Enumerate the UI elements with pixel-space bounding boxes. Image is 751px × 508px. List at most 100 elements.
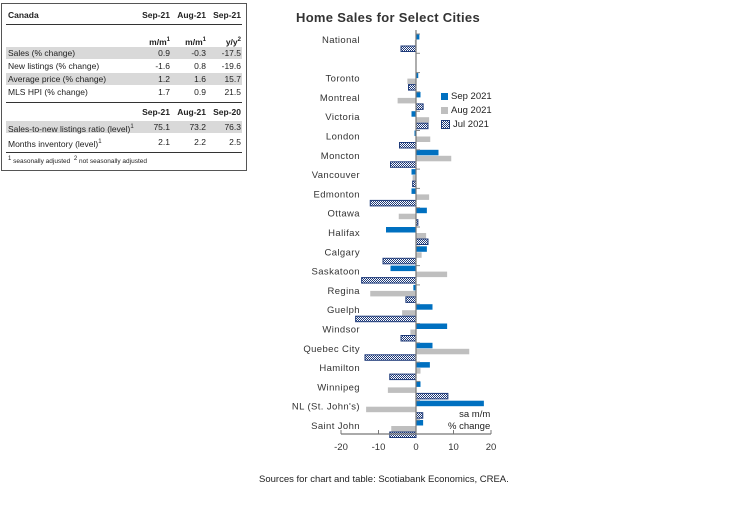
row-label: Sales-to-new listings ratio (level)1 [8,123,134,134]
bar-aug-2021 [397,97,416,104]
x-tick-label: 20 [486,442,497,453]
x-tick-label: 0 [413,442,418,453]
legend-swatch [441,106,448,114]
bar-aug-2021 [416,271,448,278]
table-subheader-row: m/m1 m/m1 y/y2 [6,34,242,47]
summary-table: Canada Sep-21 Aug-21 Sep-21 m/m1 m/m1 y/… [1,3,247,171]
category-label: Ottawa [328,209,361,220]
bar-aug-2021 [402,310,416,316]
table-row: Sales-to-new listings ratio (level)1 75.1… [6,121,242,134]
col-header: Sep-21 [213,10,241,20]
x-tick-label: -10 [372,442,386,453]
category-label: Edmonton [313,189,360,200]
bar-sep-2021 [411,169,416,175]
bar-sep-2021 [416,400,484,407]
category-label: Quebec City [303,344,360,355]
cell-value: 76.3 [224,122,241,132]
bar-sep-2021 [411,188,416,194]
legend-label: Jul 2021 [453,119,489,130]
source-note: Sources for chart and table: Scotiabank … [259,474,509,485]
bar-chart: National Toronto Montreal Victoria London Mon… [292,30,497,453]
subheader: m/m1 [149,36,170,47]
legend-swatch [441,119,450,129]
bar-aug-2021 [366,406,416,413]
cell-value: 21.5 [224,87,241,97]
bar-aug-2021 [370,290,416,297]
row-label: MLS HPI (% change) [8,87,88,97]
table-row: MLS HPI (% change) 1.7 0.9 21.5 [6,86,242,98]
table-header-row: Canada Sep-21 Aug-21 Sep-21 [6,9,242,21]
bar-sep-2021 [416,342,433,349]
col-header: Sep-21 [142,107,170,117]
row-label: Months inventory (level)1 [8,138,102,149]
bar-jul-2021 [369,199,417,207]
bar-sep-2021 [416,149,439,156]
row-label: New listings (% change) [8,61,100,71]
category-label: NL (St. John's) [292,402,360,413]
bar-sep-2021 [416,91,421,98]
x-tick-label: -20 [334,442,348,453]
cell-value: -19.6 [221,61,241,71]
bar-aug-2021 [416,136,431,142]
bar-aug-2021 [416,117,430,123]
divider [6,24,242,25]
category-label: Regina [327,286,360,297]
bar-sep-2021 [416,381,421,387]
category-label: Toronto [326,74,361,85]
cell-value: -1.6 [155,61,170,71]
col-header: Sep-21 [142,10,170,20]
category-label: Hamilton [319,363,360,374]
table-row: Average price (% change) 1.2 1.6 15.7 [6,73,242,85]
bar-sep-2021 [416,420,424,426]
table-row: New listings (% change) -1.6 0.8 -19.6 [6,60,242,72]
bar-aug-2021 [387,387,416,393]
bar-sep-2021 [413,284,416,291]
chart-title: Home Sales for Select Cities [296,10,480,25]
cell-value: 0.9 [194,87,206,97]
bar-jul-2021 [361,277,417,284]
category-label: Calgary [324,247,360,258]
bar-jul-2021 [364,354,417,361]
bar-aug-2021 [416,348,470,355]
subheader: m/m1 [185,36,206,47]
legend-label: Aug 2021 [451,105,492,116]
table-row: Sales (% change) 0.9 -0.3 -17.5 [6,47,242,59]
bar-jul-2021 [415,238,429,245]
bar-aug-2021 [398,213,416,220]
category-label: Saint John [311,421,360,432]
category-label: Vancouver [312,170,360,181]
cell-value: 75.1 [153,122,170,132]
cell-value: 1.6 [194,74,206,84]
bar-aug-2021 [416,194,430,200]
divider [6,102,242,103]
bar-sep-2021 [386,227,416,233]
category-label: Montreal [320,93,360,104]
bar-sep-2021 [390,265,416,272]
category-label: Moncton [321,151,360,162]
cell-value: -17.5 [221,48,241,58]
category-label: National [322,35,360,46]
cell-value: 2.5 [229,137,241,147]
table-title: Canada [8,10,39,20]
bar-aug-2021 [416,233,427,239]
cell-value: 1.2 [158,74,170,84]
bar-sep-2021 [416,362,430,368]
bar-sep-2021 [416,246,427,252]
col-header: Sep-20 [213,107,241,117]
bar-jul-2021 [389,373,417,381]
bar-sep-2021 [416,304,433,310]
category-label: Saskatoon [312,267,361,278]
cell-value: 2.1 [158,137,170,147]
x-axis-label: sa m/m% change [448,409,491,432]
cell-value: 15.7 [224,74,241,84]
bar-jul-2021 [408,84,417,91]
subheader: y/y2 [225,36,241,47]
cell-value: 0.9 [158,48,170,58]
cell-value: 73.2 [189,122,206,132]
bar-jul-2021 [415,412,424,419]
category-label: Guelph [327,305,360,316]
category-label: Windsor [322,325,360,336]
table-row: Months inventory (level)1 2.1 2.2 2.5 [6,136,242,149]
bar-aug-2021 [416,368,421,374]
legend-swatch [441,92,448,100]
